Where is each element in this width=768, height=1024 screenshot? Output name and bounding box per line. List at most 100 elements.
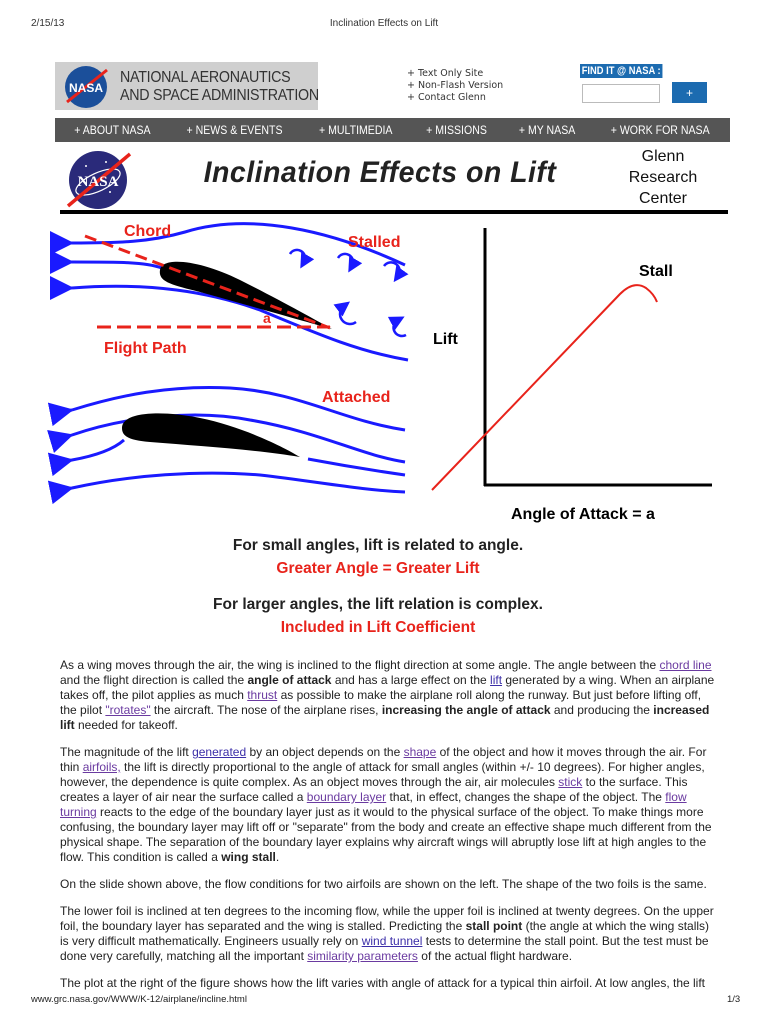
paragraph: The plot at the right of the figure show…: [60, 976, 720, 990]
text-only-link[interactable]: + Text Only Site: [407, 68, 484, 79]
caption-small-angles: For small angles, lift is related to ang…: [232, 537, 524, 554]
nav-news-events[interactable]: + NEWS & EVENTS: [186, 123, 283, 137]
streamline: [62, 386, 406, 432]
stall-label: Stall: [639, 263, 673, 280]
inline-link[interactable]: chord line: [659, 658, 712, 672]
angle-label: a: [263, 310, 271, 326]
contact-glenn-link[interactable]: + Contact Glenn: [407, 92, 486, 103]
text: by an object depends on the: [246, 745, 404, 759]
text: reacts to the edge of the boundary layer…: [60, 805, 712, 864]
text: and producing the: [550, 703, 654, 717]
text: and has a large effect on the: [331, 673, 491, 687]
text: The plot at the right of the figure show…: [60, 976, 705, 990]
text: the aircraft. The nose of the airplane r…: [150, 703, 382, 717]
angle-axis-label: Angle of Attack = a: [511, 506, 655, 523]
search-input[interactable]: [582, 84, 660, 103]
inline-link[interactable]: generated: [192, 745, 247, 759]
inline-link[interactable]: lift: [490, 673, 503, 687]
text: of the object and how it moves through t…: [60, 745, 707, 774]
nav-work-for-nasa[interactable]: + WORK FOR NASA: [610, 123, 710, 137]
bold-text: wing stall: [221, 850, 276, 864]
center-line1: Glenn: [641, 148, 685, 165]
text: needed for takeoff.: [74, 718, 178, 732]
org-name-line2: AND SPACE ADMINISTRATION: [120, 87, 319, 104]
text: generated by a wing. When an airplane ta…: [60, 673, 715, 702]
print-url: www.grc.nasa.gov/WWW/K-12/airplane/incli…: [31, 994, 247, 1005]
text: On the slide shown above, the flow condi…: [60, 877, 707, 891]
inclination-figure: Chord Stalled a Flight Path Attached Lif…: [0, 222, 712, 523]
text: tests to determine the stall point. But …: [60, 934, 709, 963]
divider: [60, 210, 728, 214]
inline-link[interactable]: airfoils,: [82, 760, 121, 774]
lift-curve: [431, 284, 658, 491]
print-date: 2/15/13: [31, 18, 65, 29]
streamline: [62, 222, 406, 267]
streamline: [307, 457, 406, 477]
chord-label: Chord: [124, 223, 171, 240]
inline-link[interactable]: thrust: [247, 688, 278, 702]
caption-large-angles: For larger angles, the lift relation is …: [213, 596, 543, 613]
center-line3: Center: [638, 190, 688, 207]
inline-link[interactable]: boundary layer: [306, 790, 387, 804]
attached-streamlines: [62, 386, 406, 492]
find-it-label: FIND IT @ NASA :: [580, 64, 663, 78]
center-line2: Research: [628, 169, 698, 186]
attached-airfoil: [122, 413, 300, 457]
article-body: As a wing moves through the air, the win…: [60, 658, 720, 990]
chord-line: [84, 234, 331, 330]
print-page-number: 1/3: [727, 994, 741, 1005]
paragraph: As a wing moves through the air, the win…: [60, 658, 720, 733]
inline-link[interactable]: "rotates": [105, 703, 151, 717]
print-title: Inclination Effects on Lift: [329, 18, 439, 29]
streamline: [62, 262, 163, 268]
text: of the actual flight hardware.: [417, 949, 573, 963]
glenn-research-center: Glenn Research Center: [620, 146, 706, 209]
text: As a wing moves through the air, the win…: [60, 658, 660, 672]
inline-link[interactable]: similarity parameters: [307, 949, 418, 963]
text: .: [275, 850, 280, 864]
svg-text:NASA: NASA: [78, 174, 119, 190]
inline-link[interactable]: flow turning: [60, 790, 687, 819]
inline-link[interactable]: shape: [403, 745, 437, 759]
nav-about-nasa[interactable]: + ABOUT NASA: [74, 123, 151, 137]
nasa-meatball-icon: NASA: [66, 151, 132, 209]
text: (the angle at which the wing stalls) is …: [60, 919, 710, 948]
text: to the surface. This creates a layer of …: [60, 775, 688, 804]
main-nav: + ABOUT NASA + NEWS & EVENTS + MULTIMEDI…: [55, 118, 730, 142]
streamline: [62, 286, 409, 362]
nav-missions[interactable]: + MISSIONS: [425, 123, 487, 137]
stalled-label: Stalled: [348, 234, 400, 251]
nav-multimedia[interactable]: + MULTIMEDIA: [318, 123, 393, 137]
text: The magnitude of the lift: [60, 745, 193, 759]
paragraph: The lower foil is inclined at ten degree…: [60, 904, 720, 964]
text: and the flight direction is called the: [60, 673, 248, 687]
caption-greater-lift: Greater Angle = Greater Lift: [276, 560, 480, 577]
lift-axis-label: Lift: [433, 331, 459, 348]
non-flash-link[interactable]: + Non-Flash Version: [407, 80, 504, 91]
text: the lift is directly proportional to the…: [60, 760, 705, 789]
nasa-banner[interactable]: NASA NATIONAL AERONAUTICS AND SPACE ADMI…: [55, 62, 319, 110]
stalled-streamlines: [62, 222, 409, 362]
streamline: [62, 471, 406, 492]
bold-text: increasing the angle of attack: [381, 703, 551, 717]
attached-label: Attached: [322, 389, 390, 406]
bold-text: increased lift: [60, 703, 710, 732]
inline-link[interactable]: wind tunnel: [361, 934, 423, 948]
page-title: Inclination Effects on Lift: [203, 156, 557, 189]
text: that, in effect, changes the shape of th…: [386, 790, 666, 804]
flight-path-label: Flight Path: [104, 340, 187, 357]
text: as possible to make the airplane roll al…: [60, 688, 702, 717]
bold-text: angle of attack: [247, 673, 332, 687]
paragraph: The magnitude of the lift generated by a…: [60, 745, 720, 865]
caption-lift-coefficient: Included in Lift Coefficient: [280, 619, 476, 636]
paragraph: On the slide shown above, the flow condi…: [60, 877, 720, 892]
streamline: [62, 438, 125, 462]
nav-my-nasa[interactable]: + MY NASA: [518, 123, 576, 137]
svg-text:NASA: NASA: [69, 81, 103, 95]
nasa-logo-icon: NASA: [65, 66, 108, 108]
go-button[interactable]: + GO: [672, 82, 707, 121]
org-name-line1: NATIONAL AERONAUTICS: [120, 69, 291, 86]
text: The lower foil is inclined at ten degree…: [60, 904, 714, 933]
vortex-arrows: [288, 248, 409, 338]
inline-link[interactable]: stick: [558, 775, 583, 789]
